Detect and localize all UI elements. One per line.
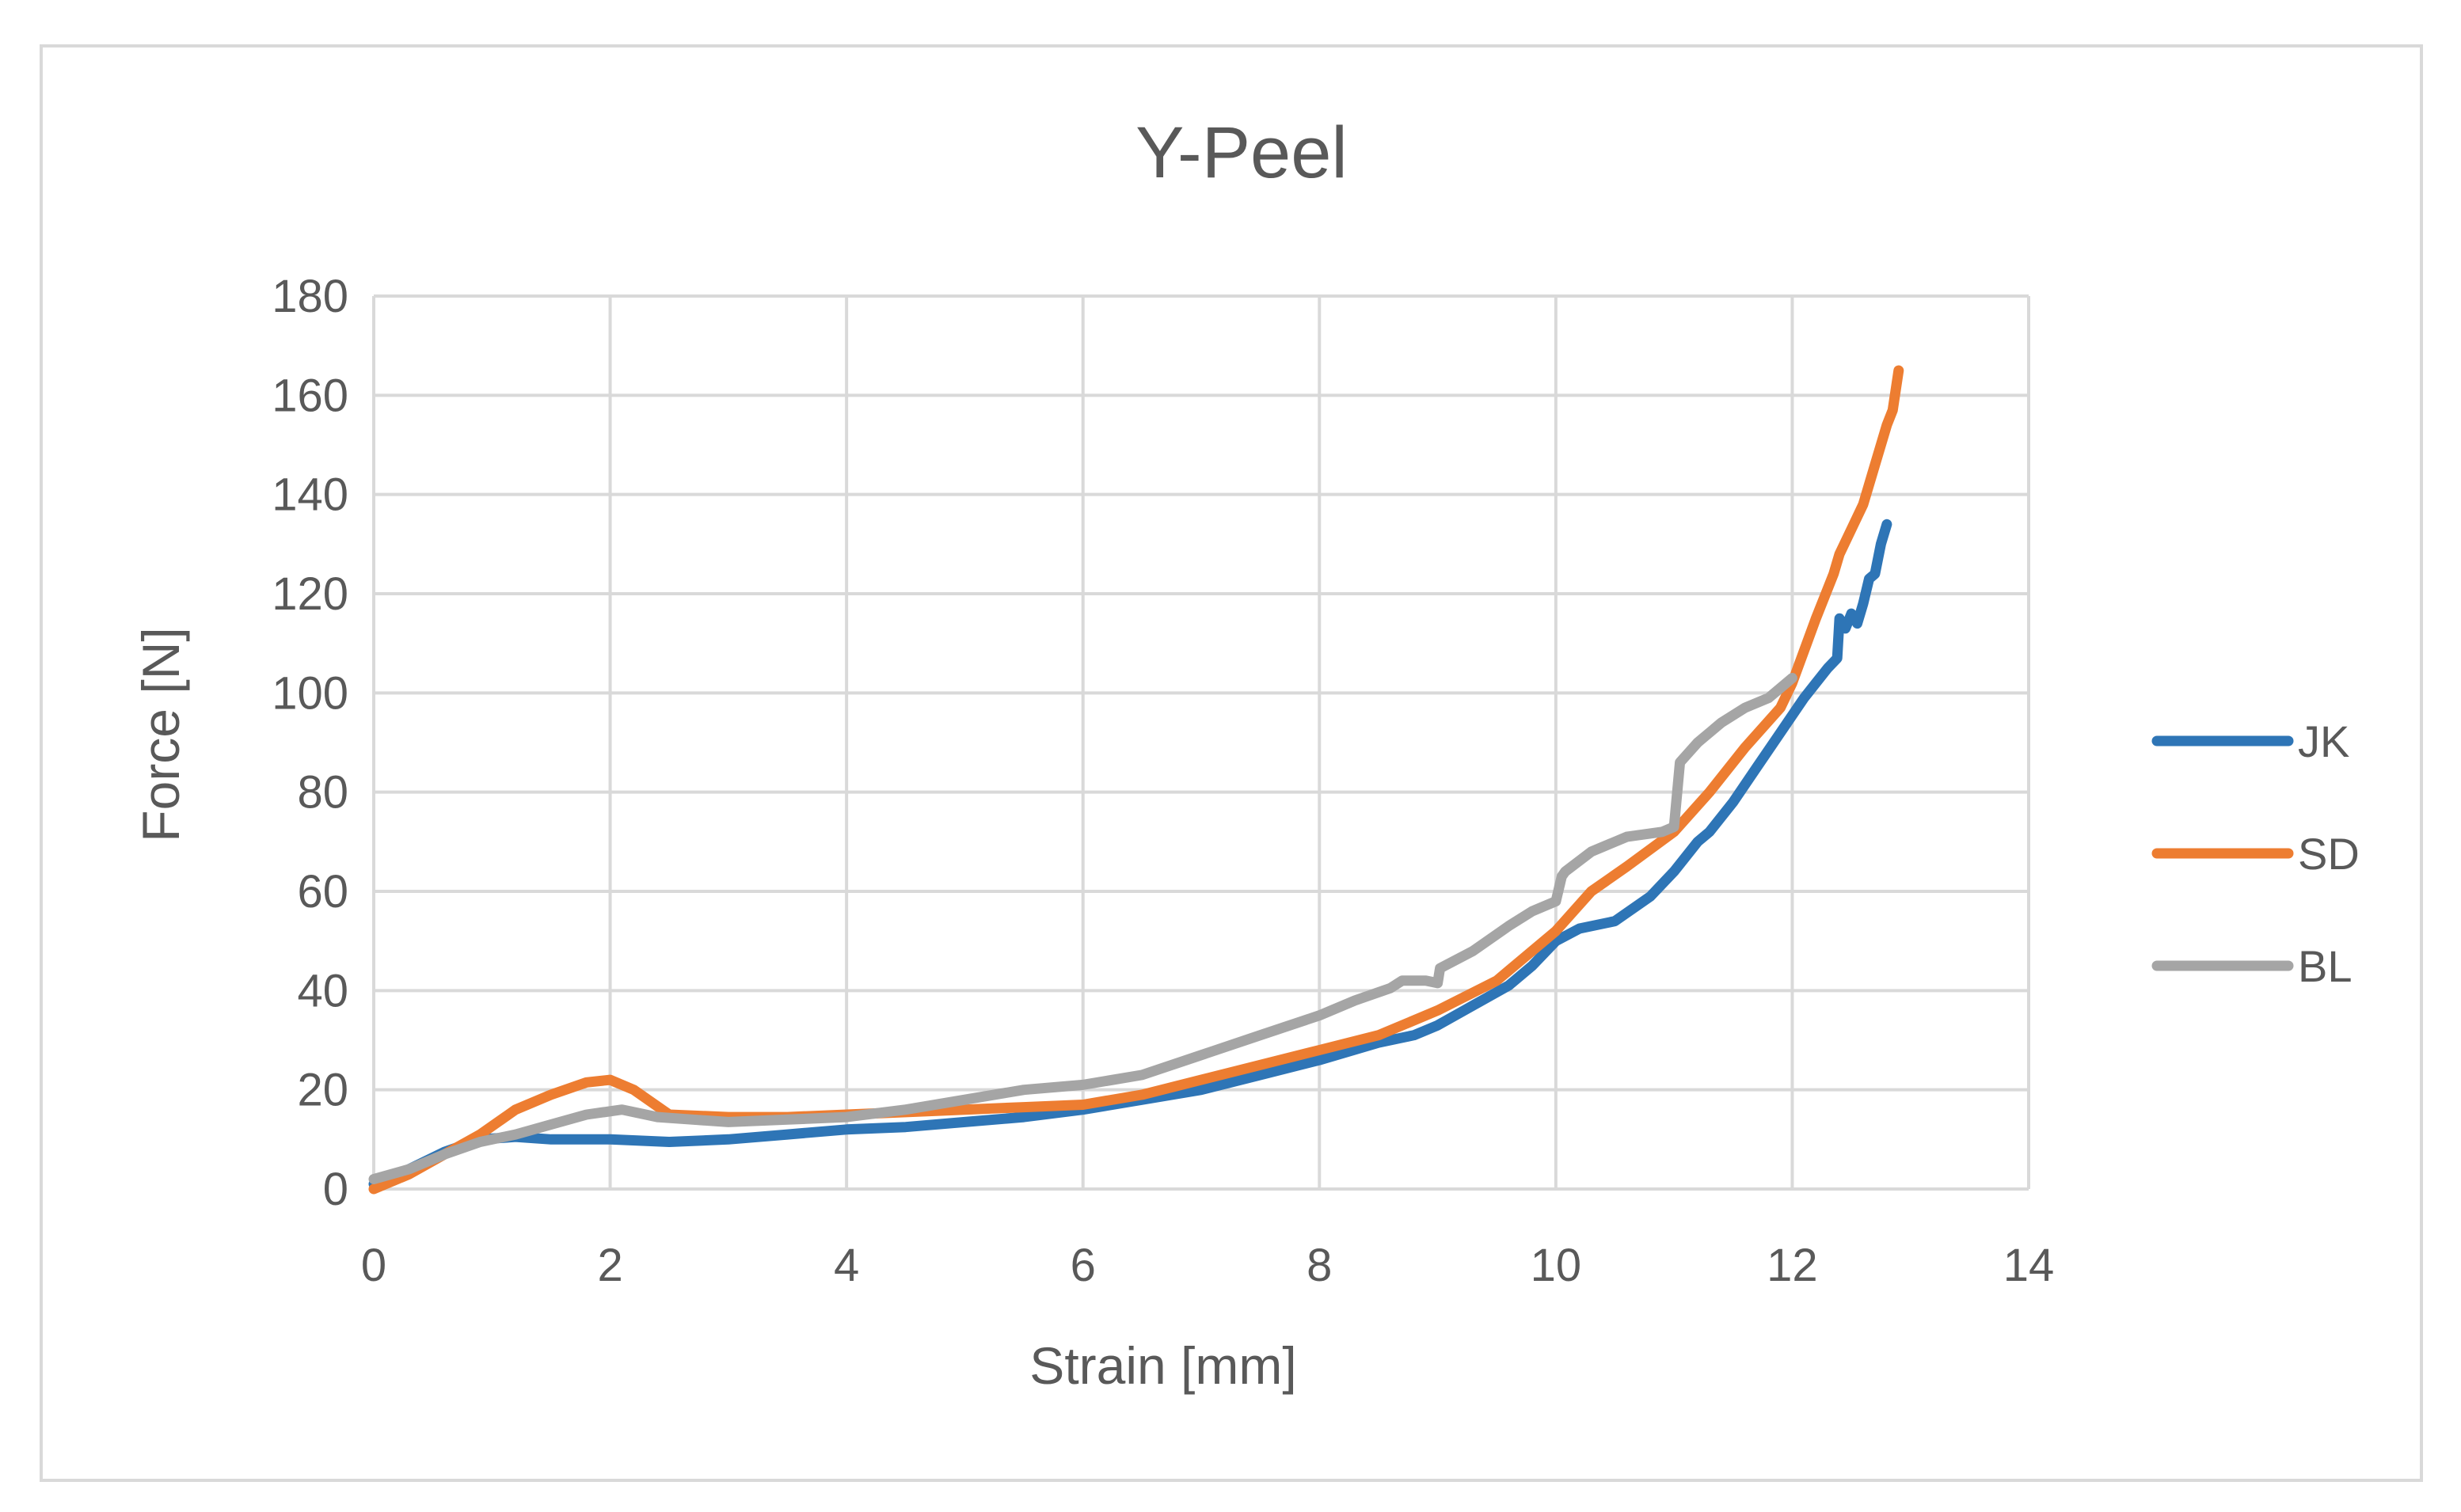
legend-label: JK [2298,716,2349,766]
y-axis-ticks: 0 20 40 60 80 100 120 140 160 180 [272,271,348,1215]
chart-title: Y-Peel [1135,112,1348,193]
x-axis-title: Strain [mm] [1029,1336,1296,1395]
x-tick-label: 14 [2003,1240,2055,1291]
y-tick-label: 20 [297,1065,348,1116]
y-axis-title: Force [N] [131,627,190,841]
x-tick-label: 4 [834,1240,859,1291]
y-tick-label: 120 [272,568,348,620]
series-line-jk [368,519,1892,1190]
y-tick-label: 140 [272,469,348,521]
legend-item-bl: BL [2151,941,2353,991]
y-tick-label: 40 [297,965,348,1016]
y-tick-label: 60 [297,866,348,917]
legend-item-sd: SD [2151,829,2360,879]
legend-item-jk: JK [2151,716,2349,766]
x-tick-label: 10 [1531,1240,1582,1291]
legend: JK SD BL [2151,716,2360,991]
series-line-bl [368,673,1797,1184]
line-chart: Y-Peel 0 20 40 60 80 100 120 140 160 180 0 2 4 6 8 10 1… [131,112,2360,1395]
y-tick-label: 80 [297,767,348,819]
y-tick-label: 100 [272,667,348,719]
legend-label: SD [2298,829,2360,879]
legend-label: BL [2298,941,2353,991]
y-tick-label: 160 [272,370,348,421]
x-tick-label: 0 [361,1240,386,1291]
y-tick-label: 180 [272,271,348,322]
x-tick-label: 12 [1767,1240,1818,1291]
series-lines [368,365,1904,1195]
chart-frame: Y-Peel 0 20 40 60 80 100 120 140 160 180 0 2 4 6 8 10 1… [40,44,2423,1482]
x-axis-ticks: 0 2 4 6 8 10 12 14 [361,1240,2054,1291]
gridlines [372,294,2030,1191]
y-tick-label: 0 [323,1164,348,1215]
x-tick-label: 2 [597,1240,622,1291]
series-line-sd [368,365,1904,1195]
x-tick-label: 8 [1307,1240,1332,1291]
x-tick-label: 6 [1071,1240,1096,1291]
